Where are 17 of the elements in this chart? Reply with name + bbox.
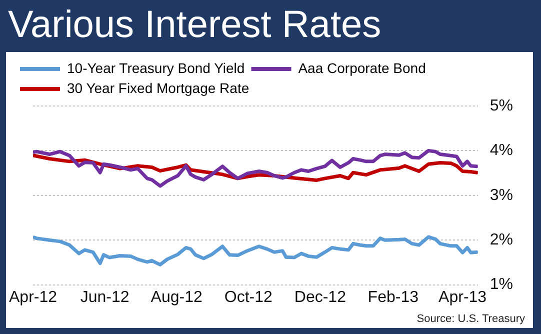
source-note: Source: U.S. Treasury <box>416 313 525 325</box>
y-tick-label: 2% <box>490 232 513 249</box>
x-tick-label: Feb-13 <box>368 288 419 306</box>
y-tick-label: 5% <box>490 97 513 114</box>
x-tick-label: Apr-13 <box>438 288 487 306</box>
y-tick-label: 4% <box>490 142 513 160</box>
x-tick-label: Jun-12 <box>80 288 130 306</box>
x-tick-label: Oct-12 <box>224 288 272 306</box>
chart-title: Various Interest Rates <box>7 3 382 48</box>
legend-label: 10-Year Treasury Bond Yield <box>67 60 245 76</box>
x-tick-label: Aug-12 <box>150 288 202 306</box>
x-tick-label: Dec-12 <box>294 288 346 306</box>
legend-label: 30 Year Fixed Mortgage Rate <box>67 80 250 96</box>
x-tick-label: Apr-12 <box>8 288 58 306</box>
y-tick-label: 1% <box>490 276 513 294</box>
legend-label: Aaa Corporate Bond <box>298 60 426 76</box>
y-tick-label: 3% <box>490 186 513 204</box>
